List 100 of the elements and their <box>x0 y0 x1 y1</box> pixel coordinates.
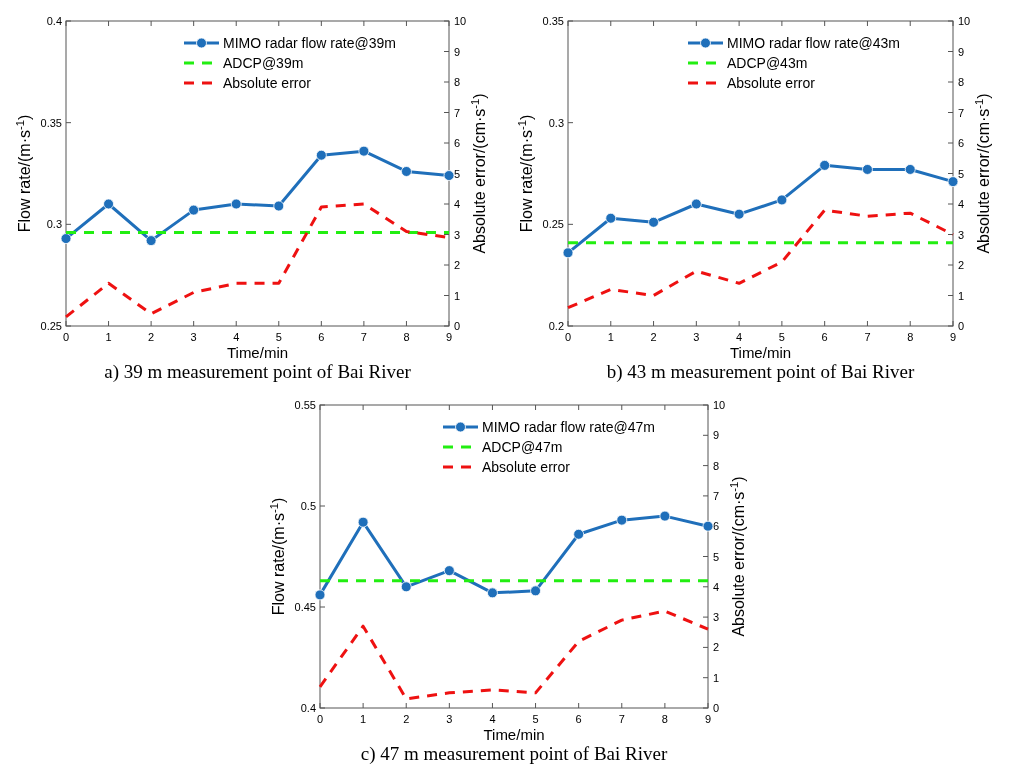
x-tick-label: 5 <box>532 713 539 725</box>
point <box>145 235 157 246</box>
point <box>358 145 370 157</box>
x-tick-label: 9 <box>445 331 453 343</box>
y-tick-label: 0.4 <box>46 15 62 27</box>
point <box>733 208 745 220</box>
point <box>188 204 200 216</box>
point <box>357 516 369 528</box>
y2-tick-label: 6 <box>713 520 720 533</box>
x-tick-label: 2 <box>148 331 155 343</box>
y2-tick-label: 9 <box>958 45 965 58</box>
y2-tick-label: 2 <box>454 259 461 271</box>
x-tick-label: 8 <box>907 331 914 343</box>
legend-label: ADCP@43m <box>727 55 808 71</box>
y2-tick-label: 10 <box>713 399 726 411</box>
point <box>659 510 671 522</box>
x-tick-label: 1 <box>105 331 112 343</box>
y2-tick-label: 1 <box>958 289 965 302</box>
legend-label: MIMO radar flow rate@47m <box>482 419 655 435</box>
x-tick-label: 6 <box>821 331 828 343</box>
x-tick-label: 7 <box>360 331 367 343</box>
y2-tick-label: 6 <box>958 137 965 149</box>
legend-label: Absolute error <box>482 459 571 475</box>
y2-tick-label: 6 <box>454 137 461 149</box>
y-tick-label: 0.25 <box>542 218 564 231</box>
x-tick-label: 4 <box>489 713 496 725</box>
x-tick-label: 4 <box>233 331 240 343</box>
y2-tick-label: 10 <box>454 15 467 27</box>
y2-tick-label: 3 <box>454 228 461 241</box>
x-tick-label: 5 <box>778 331 785 343</box>
y2-tick-label: 0 <box>454 320 461 332</box>
point <box>273 200 285 212</box>
y2-tick-label: 4 <box>958 198 965 210</box>
point <box>605 212 617 224</box>
y2-tick-label: 5 <box>454 167 461 180</box>
x-tick-label: 6 <box>575 713 582 725</box>
y2-tick-label: 5 <box>713 550 720 563</box>
line-series <box>318 609 710 701</box>
y-tick-label: 0.35 <box>40 116 62 129</box>
x-tick-label: 7 <box>864 331 871 343</box>
point <box>230 198 242 210</box>
y2-tick-label: 10 <box>958 15 971 27</box>
x-tick-label: 7 <box>618 713 625 725</box>
legend-label: Absolute error <box>223 75 312 91</box>
x-tick-label: 8 <box>403 331 410 343</box>
point <box>562 247 574 259</box>
x-tick-label: 0 <box>316 713 324 725</box>
legend-label: ADCP@39m <box>223 55 304 71</box>
x-tick-label: 6 <box>318 331 325 343</box>
y2-tick-label: 3 <box>713 611 720 624</box>
point <box>947 176 959 188</box>
legend-label: ADCP@47m <box>482 439 563 455</box>
x-axis-title: Time/min <box>226 344 289 361</box>
y-tick-label: 0.2 <box>548 320 564 332</box>
y-tick-label: 0.45 <box>294 601 316 613</box>
y-tick-label: 0.55 <box>294 399 316 411</box>
y2-tick-label: 8 <box>713 459 720 472</box>
point <box>400 581 412 593</box>
point <box>401 166 412 177</box>
x-tick-label: 9 <box>704 713 712 725</box>
y2-tick-label: 8 <box>958 76 965 88</box>
y-tick-label: 0.5 <box>300 500 316 512</box>
point <box>904 164 916 175</box>
y-tick-label: 0.35 <box>542 15 564 27</box>
x-tick-label: 3 <box>693 331 700 343</box>
y2-tick-label: 4 <box>454 198 461 210</box>
y2-tick-label: 3 <box>958 228 965 241</box>
x-tick-label: 2 <box>650 331 657 343</box>
y2-tick-label: 7 <box>713 489 720 502</box>
y2-tick-label: 1 <box>713 671 720 684</box>
point <box>314 589 326 601</box>
x-tick-label: 0 <box>62 331 70 343</box>
x-tick-label: 3 <box>190 331 197 343</box>
text: a) 39 m measurement point of Bai River <box>104 361 412 383</box>
y2-tick-label: 2 <box>713 641 720 654</box>
point <box>103 198 114 210</box>
point <box>776 194 788 206</box>
y2-tick-label: 0 <box>713 702 720 714</box>
point <box>530 585 541 597</box>
y2-tick-label: 5 <box>958 167 965 180</box>
x-tick-label: 2 <box>403 713 410 725</box>
x-tick-label: 8 <box>661 713 668 725</box>
x-tick-label: 9 <box>949 331 957 343</box>
legend-label: MIMO radar flow rate@39m <box>223 35 396 51</box>
y2-tick-label: 8 <box>454 76 461 88</box>
y2-tick-label: 1 <box>454 289 461 302</box>
y-tick-label: 0.3 <box>46 218 62 231</box>
y2-tick-label: 2 <box>958 259 965 271</box>
text: b) 43 m measurement point of Bai River <box>606 361 915 383</box>
point <box>819 159 831 171</box>
point <box>862 164 873 175</box>
point <box>443 565 455 577</box>
x-tick-label: 1 <box>360 713 367 725</box>
y2-tick-label: 7 <box>454 106 461 119</box>
x-tick-label: 0 <box>564 331 572 343</box>
legend-label: MIMO radar flow rate@43m <box>727 35 900 51</box>
y-tick-label: 0.25 <box>40 320 62 332</box>
y-tick-label: 0.4 <box>300 702 316 714</box>
point <box>702 520 714 532</box>
point <box>573 528 585 540</box>
